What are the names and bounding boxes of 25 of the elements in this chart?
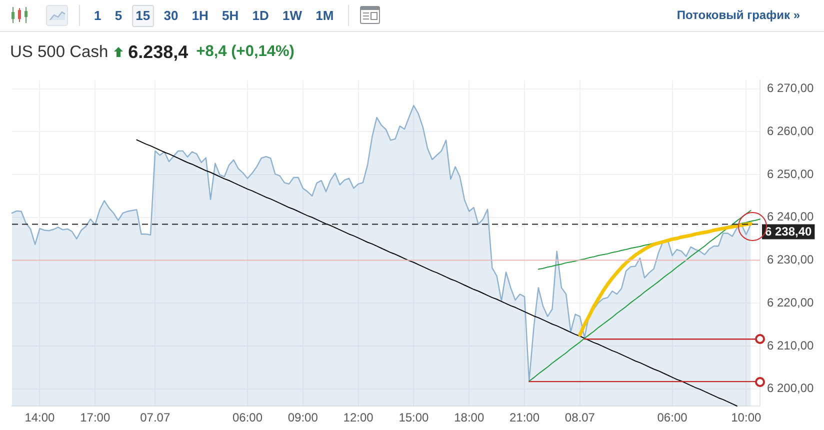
x-tick-label: 06:00 bbox=[657, 410, 688, 425]
text: Потоковый график » bbox=[676, 8, 800, 22]
y-tick-label: 6 260,00 bbox=[767, 124, 814, 138]
y-tick-label: 6 230,00 bbox=[767, 252, 814, 267]
text: +8,4 (+0,14%) bbox=[196, 42, 294, 62]
x-tick-label: 10:00 bbox=[731, 410, 762, 425]
x-tick-label: 14:00 bbox=[24, 410, 56, 425]
x-tick-label: 21:00 bbox=[510, 410, 540, 425]
x-tick-label: 07.07 bbox=[140, 410, 170, 425]
y-tick-label: 6 210,00 bbox=[767, 338, 814, 352]
x-tick-label: 09:00 bbox=[288, 410, 318, 425]
y-tick-label: 6 270,00 bbox=[767, 81, 814, 96]
text: 1 5 15 30 1H 5H 1D 1W 1M bbox=[94, 7, 334, 24]
x-tick-label: 17:00 bbox=[80, 410, 110, 425]
x-tick-label: 06:00 bbox=[232, 410, 263, 425]
y-tick-label: 6 220,00 bbox=[767, 295, 814, 310]
x-tick-label: 15:00 bbox=[398, 410, 430, 425]
y-tick-label: 6 200,00 bbox=[767, 381, 814, 396]
x-tick-label: 12:00 bbox=[343, 410, 374, 425]
x-tick-label: 08.07 bbox=[564, 410, 596, 425]
y-tick-label: 6 240,00 bbox=[767, 210, 814, 224]
text: 6.238,4 bbox=[128, 42, 188, 62]
chart-title: US 500 Cash bbox=[10, 42, 108, 62]
x-tick-label: 18:00 bbox=[454, 410, 484, 425]
y-tick-label: 6 250,00 bbox=[767, 166, 814, 181]
